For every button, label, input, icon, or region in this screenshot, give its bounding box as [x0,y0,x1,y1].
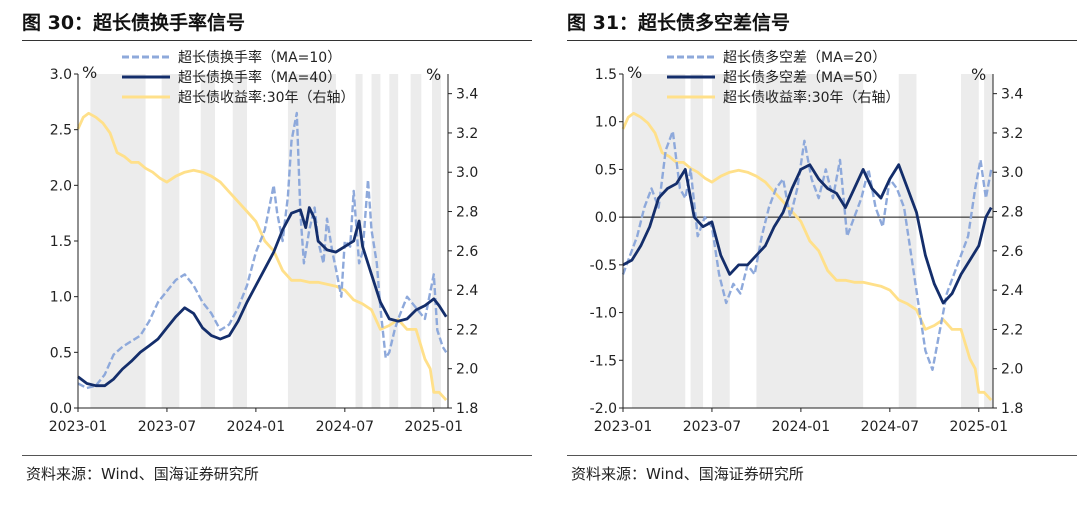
x-tick-label: 2023-01 [594,419,653,435]
y-tick-label-right: 3.0 [456,165,478,181]
series-line-0 [621,130,993,371]
y-tick-label-right: 2.2 [1001,322,1023,338]
y-tick-label-right: 3.0 [1001,165,1023,181]
y-tick-label-left: -1.0 [590,306,617,322]
shaded-period [431,74,441,408]
y-tick-label-right: 2.8 [456,205,478,221]
y-tick-label-left: 1.0 [50,290,72,306]
series-line-0 [77,111,448,390]
y-tick-label-right: 2.2 [456,322,478,338]
legend-label: 超长债换手率（MA=10） [178,49,341,66]
y-tick-label-right: 2.8 [1001,205,1023,221]
y-tick-label-left: 0.0 [595,210,617,226]
shaded-period [898,74,917,408]
y-tick-label-right: 1.8 [456,401,478,417]
title-divider [567,40,1077,41]
shaded-period [631,74,686,408]
y-tick-label-left: 3.0 [50,67,72,83]
y-tick-label-left: 0.5 [595,162,617,178]
source-divider [567,455,1077,456]
y-tick-label-right: 3.4 [1001,87,1023,103]
legend-label: 超长债收益率:30年（右轴） [723,89,900,106]
y-tick-label-left: -0.5 [590,258,617,274]
y-tick-label-right: 3.2 [1001,126,1023,142]
x-tick-label: 2024-07 [316,419,375,435]
x-tick-label: 2023-01 [49,419,108,435]
y-tick-label-left: 0.0 [50,401,72,417]
turnover-chart: 0.0 0.5 1.0 1.5 2.0 2.5 3.0 1.8 2.0 2.2 2.4 2.6 2.8 3… [49,49,479,435]
y-tick-label-right: 3.2 [456,126,478,142]
shaded-period [232,74,247,408]
shaded-period [355,74,363,408]
shaded-period [90,74,146,408]
source-note: 资料来源：Wind、国海证券研究所 [571,465,804,483]
y-tick-label-left: -1.5 [590,353,617,369]
y-unit-left: % [82,63,97,82]
shaded-period [690,74,704,408]
chart-title: 图 31：超长债多空差信号 [567,12,791,34]
legend-label: 超长债换手率（MA=40） [178,69,341,86]
y-tick-label-right: 3.4 [456,87,478,103]
series-line-1 [622,163,993,305]
shaded-period [287,74,336,408]
y-tick-label-right: 1.8 [1001,401,1023,417]
shaded-period [984,74,993,408]
chart-panel-turnover: 图 30：超长债换手率信号 0.0 0.5 1.0 1.5 2.0 2.5 3.0 1.8 2.… [10,0,540,508]
y-unit-left: % [627,63,642,82]
y-unit-right: % [426,65,441,84]
x-tick-label: 2024-01 [227,419,286,435]
x-tick-label: 2023-07 [138,419,197,435]
y-tick-label-left: 1.5 [50,234,72,250]
y-tick-label-left: 2.5 [50,123,72,139]
x-tick-label: 2023-07 [683,419,742,435]
y-tick-label-right: 2.0 [1001,362,1023,378]
series-line-1 [77,206,448,388]
x-tick-label: 2024-01 [772,419,831,435]
source-note: 资料来源：Wind、国海证券研究所 [26,465,259,483]
y-tick-label-right: 2.0 [456,362,478,378]
y-tick-label-left: 1.0 [595,115,617,131]
source-divider [22,455,532,456]
shaded-period [371,74,381,408]
y-tick-label-right: 2.4 [1001,283,1023,299]
x-tick-label: 2025-01 [950,419,1009,435]
x-tick-label: 2025-01 [405,419,464,435]
chart-panel-long-short: 图 31：超长债多空差信号 -2.0 -1.5 -1.0 -0.5 0.0 0.5 1.0 1… [555,0,1080,508]
chart-title: 图 30：超长债换手率信号 [22,12,246,34]
legend-label: 超长债多空差（MA=50） [723,69,886,86]
shaded-period [711,74,730,408]
series-line-2 [76,111,448,402]
x-tick-label: 2024-07 [861,419,920,435]
y-tick-label-left: 0.5 [50,345,72,361]
y-tick-label-right: 2.4 [456,283,478,299]
shaded-period [161,74,180,408]
shaded-period [389,74,399,408]
shaded-period [960,74,979,408]
legend-label: 超长债多空差（MA=20） [723,49,886,66]
series-line-2 [621,111,993,402]
y-tick-label-left: -2.0 [590,401,617,417]
legend-label: 超长债收益率:30年（右轴） [178,89,355,106]
y-unit-right: % [971,65,986,84]
shaded-period [410,74,422,408]
y-tick-label-left: 2.0 [50,178,72,194]
y-tick-label-right: 2.6 [456,244,478,260]
title-divider [22,40,532,41]
y-tick-label-right: 2.6 [1001,244,1023,260]
shaded-period [200,74,215,408]
long-short-chart: -2.0 -1.5 -1.0 -0.5 0.0 0.5 1.0 1.5 1.8 2.0 2.2 2.4… [590,49,1024,435]
y-tick-label-left: 1.5 [595,67,617,83]
